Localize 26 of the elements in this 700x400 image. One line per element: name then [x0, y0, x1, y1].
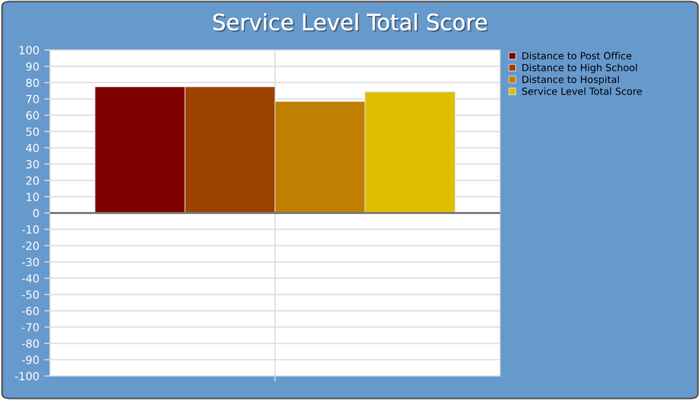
y-tick-label: -90	[22, 356, 39, 364]
legend-label: Distance to Hospital	[522, 76, 619, 85]
legend-label: Distance to High School	[522, 64, 637, 74]
y-tick-label: 100	[20, 46, 39, 54]
y-tick-label: 70	[26, 94, 39, 104]
y-tick-label: -40	[22, 274, 39, 283]
legend-label: Service Level Total Score	[522, 87, 642, 95]
y-tick-label: -30	[22, 258, 39, 266]
legend-label: Distance to Post Office	[522, 52, 632, 60]
y-tick-label: -50	[22, 290, 39, 299]
y-tick-label: 40	[26, 144, 39, 152]
y-tick-label: -10	[22, 225, 39, 234]
y-tick-label: 0	[33, 208, 39, 218]
y-tick-label: 10	[26, 192, 39, 202]
y-tick-label: 80	[26, 78, 39, 87]
y-tick-label: -70	[22, 323, 39, 332]
y-tick-label: 20	[26, 176, 39, 185]
y-tick-label: -100	[14, 372, 39, 380]
y-tick-label: 90	[26, 62, 39, 71]
chart-title: Service Level Total Score	[213, 13, 488, 32]
y-tick-label: -80	[22, 339, 39, 348]
y-tick-label: -20	[22, 242, 39, 250]
y-tick-label: 60	[26, 111, 39, 120]
y-tick-label: 30	[26, 160, 39, 168]
y-tick-label: -60	[22, 306, 39, 316]
y-tick-label: 50	[26, 127, 39, 136]
